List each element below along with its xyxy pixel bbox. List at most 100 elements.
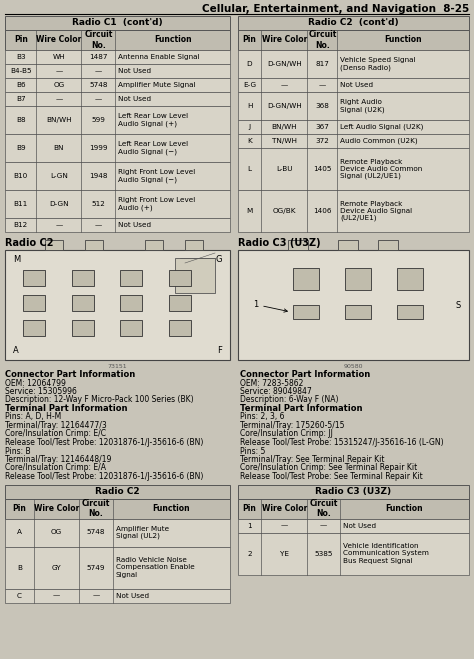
Text: 1487: 1487	[89, 54, 108, 60]
Text: GY: GY	[52, 565, 62, 571]
Text: 1999: 1999	[89, 145, 108, 151]
Bar	[238, 78, 469, 92]
Bar	[238, 134, 469, 148]
Text: Function: Function	[384, 36, 422, 45]
Text: E-G: E-G	[243, 82, 256, 88]
Text: 1948: 1948	[89, 173, 108, 179]
Text: Radio C3 (U3Z): Radio C3 (U3Z)	[315, 487, 392, 496]
Text: D: D	[247, 61, 252, 67]
Text: Pins: 2, 3, 6: Pins: 2, 3, 6	[240, 413, 284, 422]
Text: Right Front Low Level
Audio Signal (−): Right Front Low Level Audio Signal (−)	[118, 169, 195, 183]
Text: C: C	[17, 592, 22, 598]
Text: 1405: 1405	[313, 166, 332, 172]
Bar	[397, 305, 423, 319]
Bar	[5, 546, 230, 588]
Text: D-GN/WH: D-GN/WH	[267, 61, 301, 67]
Text: Release Tool/Test Probe: 15315247/J-35616-16 (L-GN): Release Tool/Test Probe: 15315247/J-3561…	[240, 438, 444, 447]
Bar	[5, 16, 230, 30]
Bar	[23, 270, 45, 286]
Bar	[23, 320, 45, 336]
Text: Terminal Part Information: Terminal Part Information	[240, 404, 363, 413]
Text: —: —	[281, 82, 288, 88]
Text: B12: B12	[14, 222, 28, 228]
Bar	[145, 240, 163, 250]
Bar	[378, 240, 398, 250]
Text: YE: YE	[280, 550, 289, 556]
Bar	[293, 268, 319, 290]
Bar	[5, 162, 230, 190]
Text: Pins: 5: Pins: 5	[240, 447, 265, 455]
Bar	[169, 295, 191, 311]
Bar	[45, 240, 63, 250]
Text: Not Used: Not Used	[118, 68, 151, 74]
Bar	[72, 295, 94, 311]
Bar	[238, 519, 469, 532]
Text: Amplifier Mute Signal: Amplifier Mute Signal	[118, 82, 196, 88]
Text: —: —	[55, 222, 63, 228]
Text: Radio C2: Radio C2	[5, 238, 54, 248]
Text: OG: OG	[54, 82, 64, 88]
Text: Terminal/Tray: 12164477/3: Terminal/Tray: 12164477/3	[5, 421, 107, 430]
Text: B: B	[17, 565, 22, 571]
Text: 1: 1	[253, 300, 287, 312]
Text: Not Used: Not Used	[343, 523, 376, 529]
Text: Circuit
No.: Circuit No.	[84, 30, 112, 49]
Text: Description: 12-Way F Micro-Pack 100 Series (BK): Description: 12-Way F Micro-Pack 100 Ser…	[5, 395, 193, 405]
Text: Pin: Pin	[14, 36, 27, 45]
Bar	[5, 50, 230, 64]
Bar	[120, 270, 143, 286]
Text: Connector Part Information: Connector Part Information	[5, 370, 135, 379]
Text: Radio Vehicle Noise
Compensation Enable
Signal: Radio Vehicle Noise Compensation Enable …	[116, 558, 195, 577]
Text: 5748: 5748	[89, 82, 108, 88]
Text: —: —	[53, 592, 60, 598]
Bar	[5, 106, 230, 134]
Text: A: A	[17, 529, 22, 536]
Text: OG: OG	[51, 529, 63, 536]
Text: Wire Color: Wire Color	[262, 36, 307, 45]
Bar	[120, 320, 143, 336]
Text: D-GN: D-GN	[49, 201, 69, 207]
Bar	[72, 270, 94, 286]
Text: 5748: 5748	[87, 529, 105, 536]
Text: OG/BK: OG/BK	[273, 208, 296, 214]
Text: B4-B5: B4-B5	[10, 68, 32, 74]
Text: 372: 372	[315, 138, 329, 144]
Text: K: K	[247, 138, 252, 144]
Text: Right Audio
Signal (U2K): Right Audio Signal (U2K)	[340, 100, 385, 113]
Text: 512: 512	[91, 201, 105, 207]
Bar	[238, 190, 469, 232]
Text: Right Front Low Level
Audio (+): Right Front Low Level Audio (+)	[118, 197, 195, 211]
Text: Function: Function	[154, 36, 191, 45]
Text: Circuit
No.: Circuit No.	[309, 499, 337, 518]
Text: Left Rear Low Level
Audio Signal (+): Left Rear Low Level Audio Signal (+)	[118, 113, 188, 127]
Text: —: —	[95, 68, 102, 74]
Text: 1: 1	[247, 523, 252, 529]
Text: —: —	[55, 68, 63, 74]
Text: Core/Insulation Crimp: See Terminal Repair Kit: Core/Insulation Crimp: See Terminal Repa…	[240, 463, 417, 473]
Bar	[293, 305, 319, 319]
Bar	[238, 498, 469, 519]
Bar	[5, 92, 230, 106]
Text: Release Tool/Test Probe: 12031876-1/J-35616-6 (BN): Release Tool/Test Probe: 12031876-1/J-35…	[5, 472, 203, 481]
Text: Left Audio Signal (U2K): Left Audio Signal (U2K)	[340, 124, 424, 130]
Bar	[175, 258, 215, 293]
Text: Release Tool/Test Probe: 12031876-1/J-35616-6 (BN): Release Tool/Test Probe: 12031876-1/J-35…	[5, 438, 203, 447]
Text: Antenna Enable Signal: Antenna Enable Signal	[118, 54, 200, 60]
Text: 368: 368	[315, 103, 329, 109]
Text: Vehicle Speed Signal
(Denso Radio): Vehicle Speed Signal (Denso Radio)	[340, 57, 416, 71]
Text: Radio C2  (cont'd): Radio C2 (cont'd)	[308, 18, 399, 28]
Text: Pin: Pin	[13, 504, 27, 513]
Bar	[238, 484, 469, 498]
Text: Remote Playback
Device Audio Common
Signal (UL2/UE1): Remote Playback Device Audio Common Sign…	[340, 159, 423, 179]
Bar	[5, 78, 230, 92]
Text: TN/WH: TN/WH	[272, 138, 297, 144]
Bar	[5, 218, 230, 232]
Text: A: A	[13, 346, 19, 355]
Text: 73151: 73151	[108, 364, 128, 369]
Text: Left Rear Low Level
Audio Signal (−): Left Rear Low Level Audio Signal (−)	[118, 141, 188, 155]
Text: Pins: A, D, H-M: Pins: A, D, H-M	[5, 413, 61, 422]
Text: Wire Color: Wire Color	[34, 504, 80, 513]
Text: 367: 367	[315, 124, 329, 130]
Text: Service: 15305996: Service: 15305996	[5, 387, 77, 396]
Text: —: —	[95, 96, 102, 102]
